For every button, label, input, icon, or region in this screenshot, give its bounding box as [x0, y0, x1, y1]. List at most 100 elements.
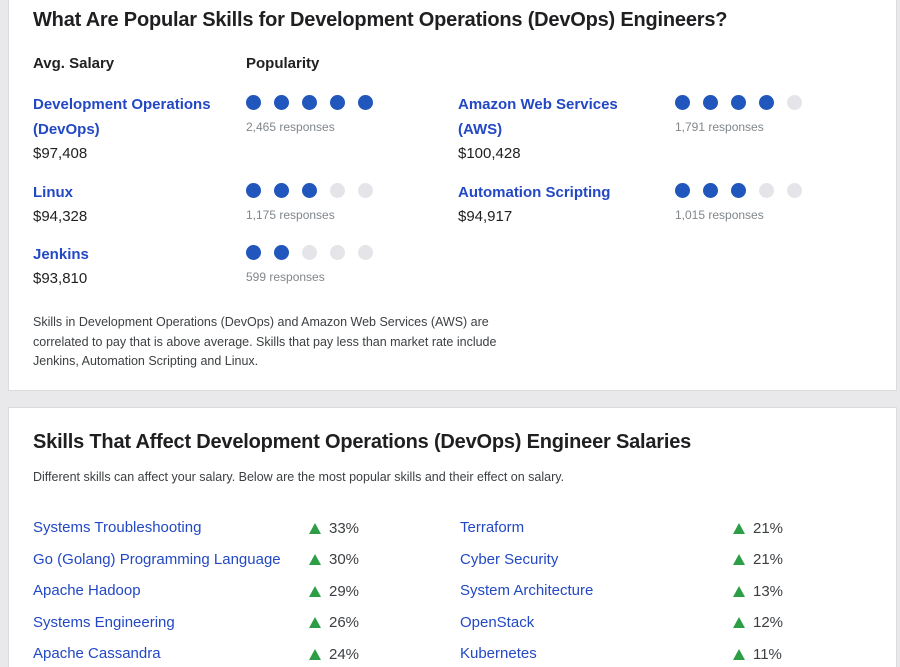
popularity-dots [674, 95, 872, 110]
skill-link[interactable]: Systems Troubleshooting [33, 519, 202, 537]
popular-skills-column-right: Amazon Web Services (AWS) $100,428 1,791 r… [458, 92, 872, 291]
skill-avg-salary: $94,917 [457, 208, 513, 225]
skill-row: Automation Scripting $94,917 1,015 respons… [458, 180, 872, 242]
salary-effects-subtitle: Different skills can affect your salary.… [33, 469, 565, 484]
salary-effect-value: 29% [309, 583, 359, 600]
skill-name-block: Amazon Web Services (AWS) $100,428 [458, 92, 675, 166]
salary-effect-row: Apache Cassandra 24% [33, 639, 460, 667]
skill-popularity-block: 2,465 responses [246, 92, 458, 134]
percent-change: 12% [752, 614, 784, 632]
popularity-dot-filled-icon [674, 183, 690, 198]
skill-name-block: Jenkins $93,810 [33, 242, 246, 291]
popularity-dot-filled-icon [246, 183, 261, 198]
popularity-dot-filled-icon [246, 245, 261, 260]
salary-effect-value: 12% [732, 614, 784, 632]
popularity-dot-empty-icon [786, 183, 802, 198]
popular-skills-grid: Development Operations (DevOps) $97,408 2,… [33, 92, 872, 291]
skill-link[interactable]: Go (Golang) Programming Language [33, 550, 281, 568]
arrow-up-icon [732, 522, 745, 534]
arrow-up-icon [309, 585, 321, 597]
skill-popularity-block: 1,175 responses [246, 180, 458, 222]
arrow-up-icon [309, 554, 321, 566]
skill-name-block: Linux $94,328 [33, 180, 246, 229]
popularity-dots [246, 183, 458, 198]
salary-effect-value: 26% [309, 614, 359, 631]
popularity-dot-filled-icon [302, 95, 317, 110]
salary-effect-row: Apache Hadoop 29% [33, 576, 460, 608]
salary-effects-title: Skills That Affect Development Operation… [33, 430, 692, 453]
salary-effect-value: 21% [732, 519, 784, 537]
responses-count: 599 responses [246, 270, 325, 284]
salary-effect-row: Systems Engineering 26% [33, 607, 460, 639]
popularity-dot-empty-icon [330, 183, 345, 198]
skill-row: Linux $94,328 1,175 responses [33, 180, 458, 242]
popular-skills-title: What Are Popular Skills for Development … [33, 9, 728, 31]
popularity-dot-filled-icon [274, 95, 289, 110]
skill-name-block: Automation Scripting $94,917 [458, 180, 675, 229]
skill-link[interactable]: Systems Engineering [33, 613, 175, 631]
percent-change: 33% [329, 519, 360, 537]
salary-effect-value: 11% [732, 645, 782, 663]
percent-change: 21% [752, 551, 784, 569]
popularity-dot-filled-icon [330, 95, 345, 110]
skill-link[interactable]: Apache Cassandra [33, 645, 161, 663]
popularity-dot-empty-icon [302, 245, 317, 260]
skill-link[interactable]: Apache Hadoop [33, 582, 141, 600]
arrow-up-icon [732, 617, 745, 629]
salary-effect-value: 30% [309, 551, 359, 568]
popularity-dot-filled-icon [358, 95, 373, 110]
skill-avg-salary: $93,810 [33, 270, 88, 287]
skill-link[interactable]: Cyber Security [459, 550, 559, 568]
popular-skills-column-left: Development Operations (DevOps) $97,408 2,… [33, 92, 458, 291]
arrow-up-icon [732, 554, 745, 566]
popularity-dot-filled-icon [674, 95, 690, 110]
salary-effect-value: 24% [309, 646, 359, 663]
skill-link[interactable]: OpenStack [459, 613, 535, 631]
arrow-up-icon [732, 648, 745, 660]
skill-link[interactable]: Linux [33, 184, 73, 201]
skill-link[interactable]: System Architecture [459, 582, 594, 600]
arrow-up-icon [732, 585, 745, 597]
popularity-dots [246, 95, 458, 110]
skill-link[interactable]: Kubernetes [459, 645, 537, 663]
skill-link[interactable]: Terraform [459, 519, 525, 537]
salary-effect-value: 33% [309, 520, 359, 537]
popularity-dot-empty-icon [330, 245, 345, 260]
popularity-dot-empty-icon [758, 183, 774, 198]
popularity-dots [246, 245, 458, 260]
avg-salary-column-header: Avg. Salary [33, 55, 115, 72]
salary-effect-value: 13% [732, 582, 784, 600]
popularity-dots [674, 183, 872, 198]
percent-change: 11% [752, 645, 782, 663]
skill-row: Development Operations (DevOps) $97,408 2,… [33, 92, 458, 180]
popular-skills-section: What Are Popular Skills for Development … [8, 0, 897, 391]
skill-link[interactable]: Amazon Web Services (AWS) [457, 96, 618, 138]
salary-effects-column-right: Terraform 21% Cyber Security 21% System Arch… [460, 513, 872, 667]
skill-popularity-block: 1,791 responses [674, 92, 872, 134]
salary-effect-row: Go (Golang) Programming Language 30% [33, 544, 460, 576]
popularity-dot-filled-icon [702, 183, 718, 198]
salary-effect-row: System Architecture 13% [460, 576, 872, 608]
skill-link[interactable]: Automation Scripting [457, 184, 611, 201]
salary-effect-row: Cyber Security 21% [460, 544, 872, 576]
popularity-dot-filled-icon [302, 183, 317, 198]
percent-change: 13% [752, 582, 784, 600]
salary-effects-grid: Systems Troubleshooting 33% Go (Golang) Pr… [33, 513, 872, 667]
salary-effect-row: OpenStack 12% [460, 607, 872, 639]
popularity-dot-empty-icon [358, 183, 373, 198]
percent-change: 21% [752, 519, 784, 537]
skill-link[interactable]: Development Operations (DevOps) [33, 96, 211, 138]
popularity-dot-filled-icon [730, 95, 746, 110]
responses-count: 1,015 responses [674, 208, 764, 222]
responses-count: 1,791 responses [674, 120, 764, 134]
skill-row: Amazon Web Services (AWS) $100,428 1,791 r… [458, 92, 872, 180]
skill-link[interactable]: Jenkins [33, 246, 89, 263]
arrow-up-icon [309, 522, 321, 534]
salary-effect-row: Kubernetes 11% [460, 639, 872, 667]
percent-change: 30% [329, 551, 360, 569]
popularity-dot-empty-icon [358, 245, 373, 260]
percent-change: 26% [329, 614, 360, 632]
skill-name-block: Development Operations (DevOps) $97,408 [33, 92, 246, 166]
popularity-dot-filled-icon [702, 95, 718, 110]
popularity-dot-empty-icon [786, 95, 802, 110]
